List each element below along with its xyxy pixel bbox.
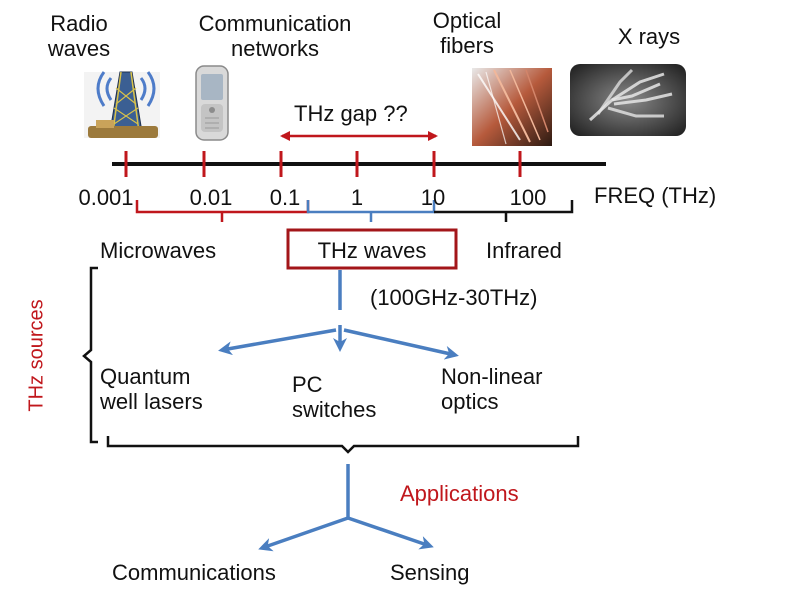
microwaves-label: Microwaves (100, 238, 217, 263)
label-communication-networks: Communication networks (160, 11, 390, 62)
label-line: Quantum (100, 364, 191, 389)
tick-label: 0.01 (189, 185, 233, 210)
thz-waves-label: THz waves (317, 238, 427, 263)
source-non-linear-optics: Non-linear optics (441, 364, 543, 415)
optical-fiber-icon (472, 68, 552, 146)
sources-bracket (82, 266, 98, 444)
label-line: Optical (432, 8, 502, 33)
source-arrows (218, 270, 459, 360)
xray-hand-icon (570, 64, 686, 136)
tick-label: 1 (350, 185, 364, 210)
source-pc-switches: PC switches (292, 372, 376, 423)
thz-bracket (306, 200, 436, 222)
thz-gap-label: THz gap ?? (294, 101, 408, 126)
source-quantum-well-lasers: Quantum well lasers (100, 364, 203, 415)
label-optical-fibers: Optical fibers (412, 8, 522, 59)
label-x-rays: X rays (617, 24, 681, 49)
infrared-bracket (434, 200, 574, 222)
label-radio-waves: Radio waves (24, 11, 134, 62)
tick-label: 100 (509, 185, 547, 210)
label-line: Communication (198, 11, 352, 36)
applications-bracket (106, 436, 580, 454)
label-line: PC (292, 372, 323, 397)
mobile-phone-icon (195, 65, 229, 141)
application-arrows (258, 464, 434, 552)
infrared-label: Infrared (486, 238, 562, 263)
frequency-axis-label: FREQ (THz) (594, 183, 717, 208)
label-line: well lasers (100, 389, 203, 415)
radio-tower-icon (84, 71, 160, 138)
thz-waves-box (286, 228, 458, 270)
label-line: switches (292, 397, 377, 423)
thz-range-label: (100GHz-30THz) (370, 285, 538, 310)
applications-label: Applications (400, 481, 519, 506)
label-line: Radio (50, 11, 108, 36)
tick-label: 10 (420, 185, 446, 210)
application-sensing: Sensing (390, 560, 470, 585)
frequency-ticks (124, 151, 522, 177)
thz-sources-label: THz sources (25, 299, 48, 412)
application-communications: Communications (112, 560, 276, 585)
label-line: waves (47, 36, 111, 62)
label-line: networks (230, 36, 320, 62)
tick-label: 0.1 (269, 185, 301, 210)
label-line: Non-linear (441, 364, 543, 389)
label-line: optics (441, 389, 499, 415)
label-line: fibers (440, 33, 494, 59)
tick-label: 0.001 (78, 185, 134, 210)
